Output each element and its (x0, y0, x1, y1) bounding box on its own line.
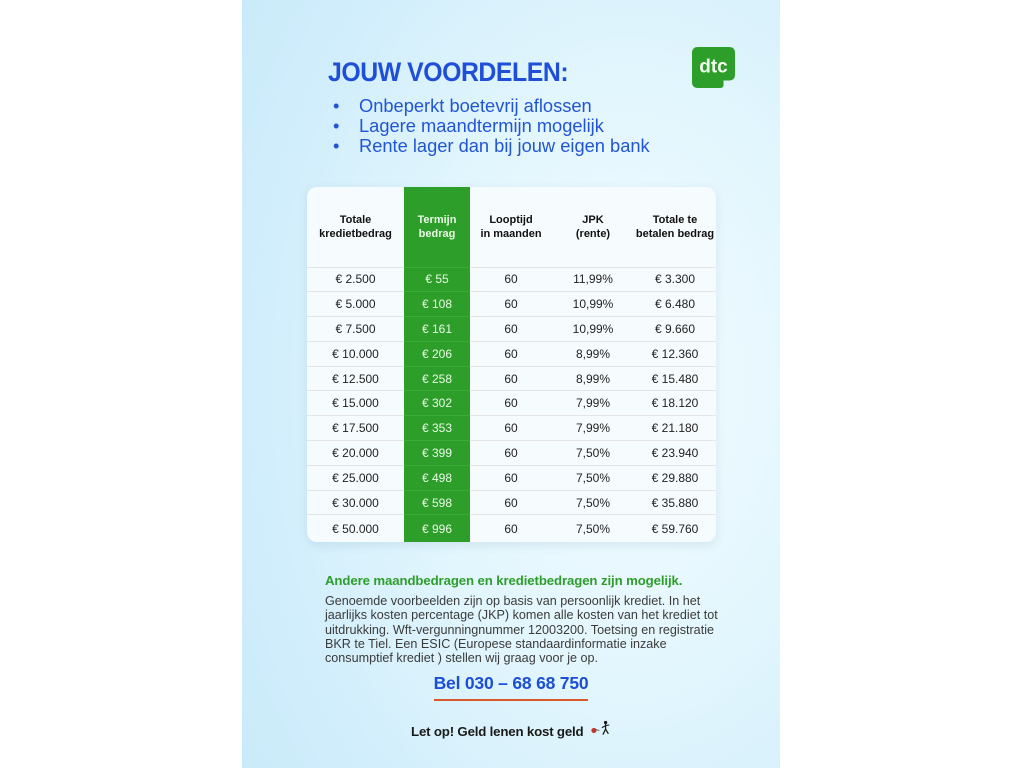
svg-text:dtc: dtc (699, 57, 728, 78)
